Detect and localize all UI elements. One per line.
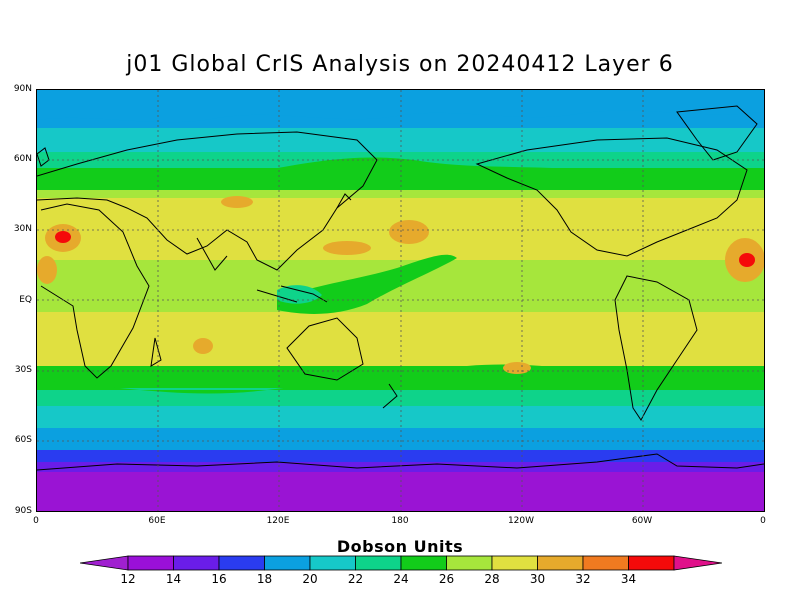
colorbar-box [173,555,220,571]
map-title: j01 Global CrIS Analysis on 20240412 Lay… [126,52,674,77]
xtick-label: 120W [507,516,535,526]
coast-india [196,237,228,271]
colorbar-title: Dobson Units [336,537,464,556]
ozone-map-canvas [37,90,764,511]
colorbar-tick-label: 32 [575,572,591,586]
colorbar-box [218,555,265,571]
colorbar-tick-label: 20 [302,572,318,586]
colorbar-under-arrow [80,555,129,571]
coast-japan [336,193,352,209]
colorbar-box [446,555,493,571]
hotspot-pacific-n2 [323,241,371,255]
ozone-map [36,89,765,512]
xtick-label: 0 [760,516,766,526]
gridlines [37,90,764,511]
hotspot-west-africa [37,256,57,284]
xtick-label: 120E [266,516,290,526]
ytick-label: 30N [13,224,32,234]
edge-north-green [37,157,764,190]
colorbar-box [628,555,675,571]
hotspot-sahara-core [55,231,71,243]
hotspot-indian [193,338,213,354]
colorbar-tick-label: 34 [620,572,637,586]
coast-eurasia [37,131,378,271]
colorbar-box [264,555,311,571]
coast-new-zealand [382,383,398,409]
coast-africa [40,203,150,379]
hotspot-south-pacific [503,362,531,374]
colorbar-tick-label: 12 [120,572,136,586]
coast-south-america [614,275,698,421]
hotspot-atlantic-core [739,253,755,267]
xtick-label: 60E [148,516,166,526]
band-south-teal [37,388,764,410]
ytick-label: 90S [14,506,32,516]
colorbar-tick-label: 14 [165,572,182,586]
xtick-label: 180 [391,516,409,526]
coast-australia [286,317,364,381]
colorbar-box [309,555,356,571]
colorbar-tick-label: 24 [393,572,409,586]
band-south-yellow [37,312,764,372]
colorbar-tick-label: 26 [438,572,455,586]
hotspot-pacific-n [389,220,429,244]
colorbar [80,555,722,571]
ytick-label: EQ [19,295,32,305]
colorbar-tick-label: 18 [256,572,273,586]
colorbar-tick-label: 28 [484,572,500,586]
colorbar-tick-label: 30 [529,572,546,586]
colorbar-box [537,555,584,571]
coast-greenland [676,105,758,161]
coastlines [37,105,764,471]
colorbar-box [355,555,402,571]
edge-south-green [37,364,764,394]
coast-indonesia [256,285,328,303]
ytick-label: 90N [13,84,32,94]
band-south-blue [37,450,764,464]
ytick-label: 30S [14,365,32,375]
hotspot-china [221,196,253,208]
colorbar-box [127,555,174,571]
band-antarctic-purple [37,472,764,511]
xtick-label: 0 [33,516,39,526]
xtick-label: 60W [631,516,653,526]
colorbar-over-arrow [673,555,722,571]
coast-antarctica [37,453,764,471]
colorbar-box [400,555,447,571]
ytick-label: 60S [14,435,32,445]
coast-madagascar [150,337,162,367]
ytick-label: 60N [13,154,32,164]
colorbar-tick-label: 22 [347,572,364,586]
colorbar-box [582,555,629,571]
edge-north-cyan [37,90,764,123]
colorbar-tick-label: 16 [211,572,227,586]
colorbar-box [491,555,538,571]
